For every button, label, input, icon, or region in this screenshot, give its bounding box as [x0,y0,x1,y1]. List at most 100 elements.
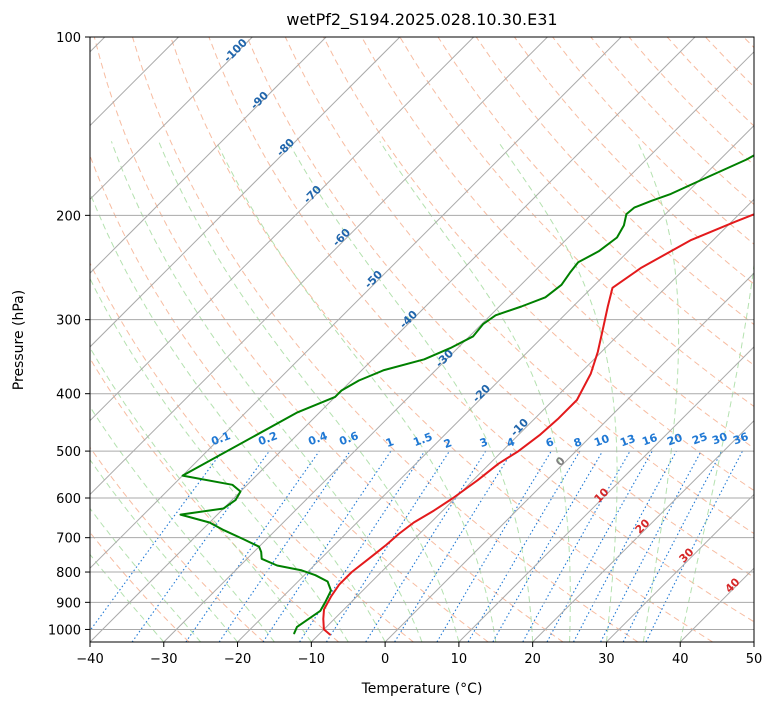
y-axis-label: Pressure (hPa) [11,290,27,390]
mixing-ratio-label: 0.1 [209,429,232,448]
y-tick-label: 700 [56,532,81,547]
mixing-ratio-label: 0.4 [306,429,329,448]
y-tick-label: 300 [56,314,81,329]
dry-adiabat-line [743,37,754,49]
moist-adiabat-line [287,141,534,642]
mixing-ratio-label: 4 [505,435,517,450]
dry-adiabat-label: 20 [633,516,653,536]
dry-adiabat-label: -70 [301,183,324,206]
isotherm-line [458,346,754,642]
mixing-ratio-label: 13 [618,432,637,449]
isotherm-line [90,37,548,496]
x-tick-label: 30 [598,652,615,667]
isotherm-line [384,272,754,642]
temperature-profile-line [322,213,754,636]
mixing-ratio-line [131,450,270,642]
mixing-ratio-label: 0.2 [256,429,279,448]
y-tick-label: 600 [56,492,81,507]
mixing-ratio-line [546,450,653,642]
y-tick-label: 400 [56,388,81,403]
dry-adiabat-line [90,531,190,642]
mixing-ratio-line [573,450,677,642]
mixing-ratio-line [299,450,426,642]
mixing-ratio-line [467,450,581,642]
mixing-ratio-line [394,450,513,642]
isotherm-line [90,37,327,274]
mixing-ratio-line [522,450,631,642]
dry-adiabat-line [705,37,754,88]
mixing-ratio-label: 1.5 [411,430,434,449]
isotherm-line [90,37,475,422]
isotherm-line [90,37,253,201]
isotherm-line [310,198,754,642]
dry-adiabat-line [90,262,414,642]
dewpoint-profile-line [179,154,754,635]
isotherm-line [90,37,401,348]
mixing-ratio-line [262,450,392,642]
y-axis-ticks: 100 200 300 400 500 600 700 800 900 1000 [48,31,90,638]
mixing-ratio-label: 16 [640,431,659,449]
dry-adiabat-line [399,37,754,408]
dry-adiabat-label: 40 [723,575,743,595]
mixing-ratio-label: 2 [442,436,454,451]
x-tick-label: 10 [451,652,468,667]
plot-frame [89,36,755,643]
x-axis-ticks: −40 −30 −20 −10 0 10 20 30 40 50 [76,642,762,667]
mixing-ratio-label: 0.6 [337,429,360,448]
x-tick-label: 40 [672,652,689,667]
mixing-ratio-label: 30 [710,430,729,448]
dry-adiabat-line [628,37,754,166]
mixing-ratio-line [218,450,351,642]
moist-adiabat-line [90,553,165,642]
x-tick-label: −30 [150,652,177,667]
isopleth-labels: -100-90-80-70-60-50-40-30-20-10010203040… [209,36,750,596]
moist-adiabat-line [90,346,312,642]
mixing-ratio-label: 8 [572,435,584,450]
dry-adiabat-line [284,37,754,535]
dry-adiabat-line [323,37,754,492]
moist-adiabat-line [636,141,680,642]
dry-adiabat-line [208,37,754,623]
dry-adiabat-line [552,37,754,245]
isotherm-line [90,37,696,642]
mixing-ratio-line [185,450,320,642]
y-tick-label: 200 [56,209,81,224]
mixing-ratio-label: 6 [544,435,556,450]
mixing-ratio-label: 3 [478,435,490,450]
mixing-ratio-line [90,450,223,632]
x-tick-label: −20 [224,652,251,667]
isotherm-line [532,419,754,642]
y-tick-label: 900 [56,596,81,611]
dry-adiabat-line [246,37,754,578]
mixing-ratio-line [645,450,743,642]
mixing-ratio-label: 36 [731,430,750,448]
x-tick-label: 20 [524,652,541,667]
mixing-ratio-label: 10 [592,432,611,450]
dry-adiabat-line [170,37,713,642]
mixing-ratio-label: 25 [690,430,709,447]
dry-adiabat-line [90,154,489,642]
chart-title: wetPf2_S194.2025.028.10.30.E31 [286,10,557,30]
x-axis-label: Temperature (°C) [361,681,483,697]
moist-adiabat-line [215,141,497,642]
x-tick-label: −40 [76,652,103,667]
dry-adiabat-line [93,37,564,642]
isotherm-line [753,641,754,642]
x-tick-label: −10 [298,652,325,667]
dry-adiabat-line [513,37,754,285]
mixing-ratio-line [436,450,552,642]
dry-adiabat-label: -20 [470,382,493,405]
sounding-profiles [179,154,754,636]
dry-adiabat-line [475,37,754,326]
dry-adiabat-label: -60 [330,226,353,249]
dry-adiabat-label: -40 [397,308,420,331]
mixing-ratio-line [325,450,450,642]
isotherm-line [237,124,754,642]
x-tick-label: 0 [381,652,389,667]
y-tick-label: 100 [56,31,81,46]
y-tick-label: 800 [56,566,81,581]
dry-adiabat-label: -80 [274,136,297,159]
dry-adiabat-label: -100 [221,36,250,65]
mixing-ratio-label: 1 [384,435,396,450]
